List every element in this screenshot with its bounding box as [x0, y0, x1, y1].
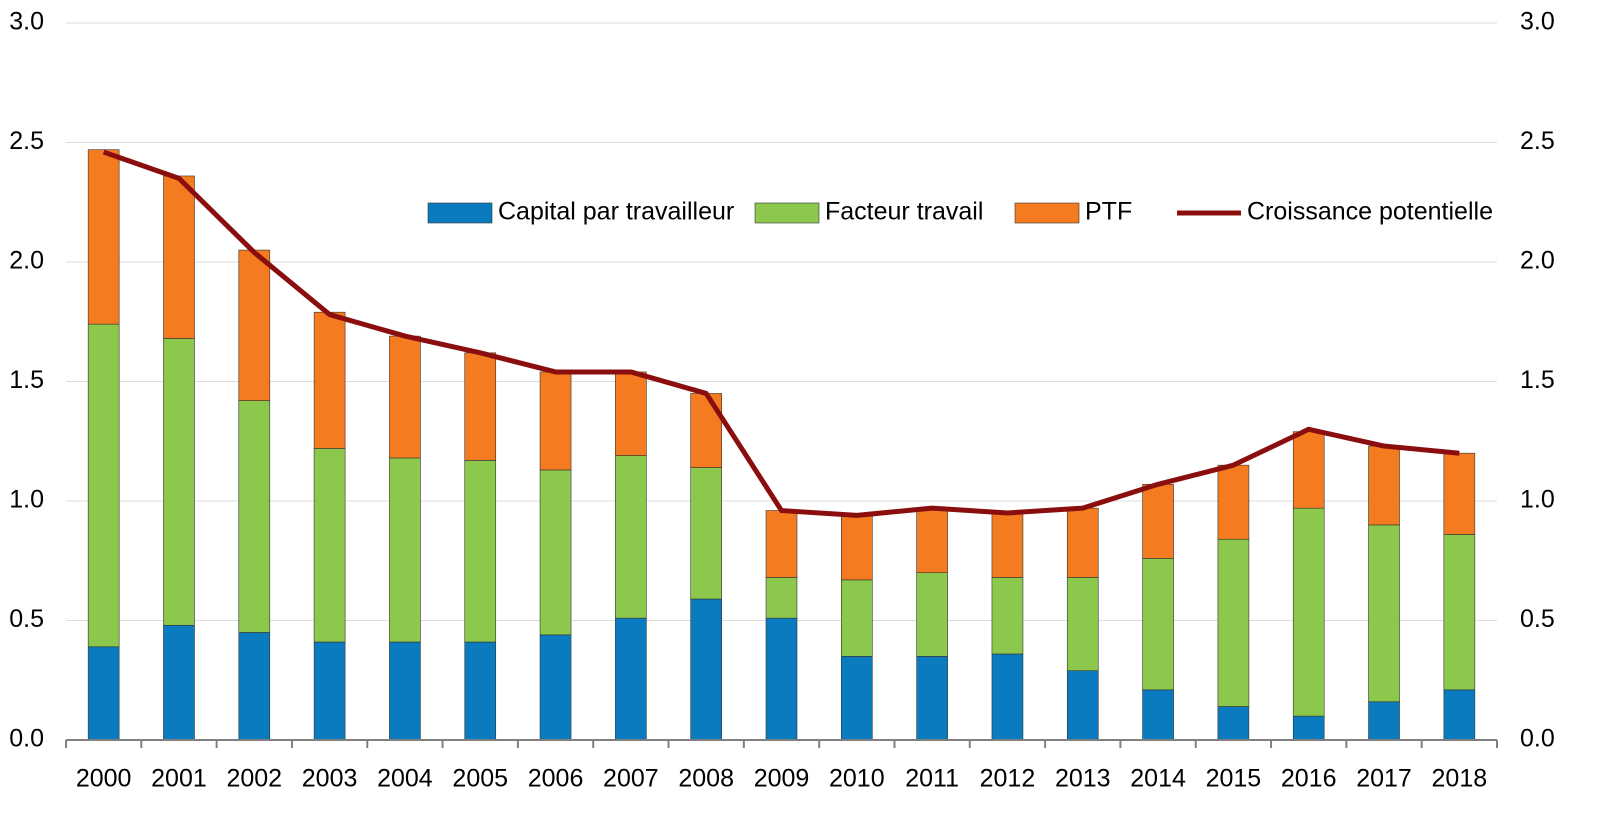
bar-segment	[1066, 577, 1099, 671]
x-tick-label: 2007	[603, 765, 659, 793]
bar-segment	[916, 572, 948, 657]
legend-label: Capital par travailleur	[498, 198, 734, 226]
bar-segment	[1368, 445, 1400, 526]
bar-segment	[1217, 464, 1250, 540]
bar-segment	[238, 400, 271, 633]
bar-segment	[238, 632, 271, 741]
bar-segment	[615, 455, 647, 619]
bar-segment	[313, 311, 346, 449]
bar-segment	[1142, 558, 1174, 691]
y-tick-label: 2.0	[9, 247, 44, 275]
bar-segment	[313, 641, 346, 741]
x-tick-label: 2006	[528, 765, 584, 793]
bar-segment	[1142, 689, 1174, 741]
bar-segment	[1368, 701, 1400, 741]
x-tick-label: 2002	[226, 765, 282, 793]
x-tick-label: 2008	[678, 765, 734, 793]
y-tick-label: 3.0	[9, 8, 44, 36]
bar-segment	[539, 371, 572, 471]
bar-segment	[464, 460, 497, 643]
y-tick-label: 0.5	[9, 605, 44, 633]
legend-swatch	[427, 202, 493, 224]
bar-segment	[916, 507, 948, 574]
bar-segment	[916, 656, 948, 741]
x-tick-label: 2010	[829, 765, 885, 793]
bar-segment	[539, 634, 572, 741]
x-tick-label: 2009	[754, 765, 810, 793]
x-tick-label: 2017	[1356, 765, 1412, 793]
bar-segment	[1292, 507, 1325, 717]
x-tick-label: 2003	[302, 765, 358, 793]
bar-segment	[765, 510, 798, 578]
bar-segment	[163, 624, 195, 741]
y-tick-label: 0.0	[9, 725, 44, 753]
bar-segment	[765, 617, 798, 741]
bar-segment	[1368, 524, 1400, 703]
y2-tick-label: 1.5	[1520, 366, 1555, 394]
bar-segment	[765, 577, 798, 619]
bar-segment	[841, 515, 873, 581]
x-tick-label: 2005	[452, 765, 508, 793]
line-series	[102, 149, 1460, 518]
bar-segment	[1142, 483, 1174, 559]
bar-segment	[163, 175, 195, 339]
x-tick-label: 2018	[1432, 765, 1488, 793]
x-tick-label: 2015	[1206, 765, 1262, 793]
bar-segment	[1443, 452, 1476, 535]
bar-segment	[313, 448, 346, 643]
bar-segment	[991, 653, 1024, 741]
x-tick-label: 2013	[1055, 765, 1111, 793]
bar-segment	[1066, 507, 1099, 578]
x-tick-label: 2014	[1130, 765, 1186, 793]
bar-segment	[389, 335, 421, 459]
bar-segment	[1066, 670, 1099, 741]
bar-segment	[87, 149, 120, 325]
bar-segment	[841, 579, 873, 657]
bar-segment	[1443, 689, 1476, 741]
bar-segment	[389, 641, 421, 741]
y-tick-label: 2.5	[9, 127, 44, 155]
y2-tick-label: 0.0	[1520, 725, 1555, 753]
bar-segment	[1217, 538, 1250, 707]
y2-tick-label: 1.0	[1520, 486, 1555, 514]
bar-segment	[690, 467, 722, 600]
legend-label: PTF	[1085, 198, 1132, 226]
x-tick-label: 2001	[151, 765, 207, 793]
bar-segment	[1443, 534, 1476, 691]
x-tick-label: 2016	[1281, 765, 1337, 793]
bar-segment	[163, 338, 195, 626]
x-tick-label: 2000	[76, 765, 132, 793]
bar-segment	[991, 577, 1024, 655]
y2-tick-label: 2.5	[1520, 127, 1555, 155]
legend-label: Croissance potentielle	[1247, 198, 1493, 226]
bar-segment	[87, 323, 120, 648]
legend-swatch	[1014, 202, 1080, 224]
y-tick-label: 1.0	[9, 486, 44, 514]
bar-segment	[464, 352, 497, 461]
bar-segment	[539, 469, 572, 636]
bar-segment	[690, 598, 722, 741]
bar-segment	[1217, 706, 1250, 741]
bar-segment	[1292, 431, 1325, 509]
bar-segment	[1292, 715, 1325, 741]
bar-segment	[238, 249, 271, 401]
y2-tick-label: 0.5	[1520, 605, 1555, 633]
bar-segment	[841, 656, 873, 741]
bar-segment	[389, 457, 421, 643]
y2-tick-label: 2.0	[1520, 247, 1555, 275]
x-tick-label: 2012	[980, 765, 1036, 793]
bar-segment	[991, 512, 1024, 578]
bar-segment	[87, 646, 120, 741]
legend-swatch	[754, 202, 820, 224]
y-tick-label: 1.5	[9, 366, 44, 394]
x-tick-label: 2004	[377, 765, 433, 793]
legend-label: Facteur travail	[825, 198, 983, 226]
y2-tick-label: 3.0	[1520, 8, 1555, 36]
bar-segment	[615, 617, 647, 741]
x-tick-label: 2011	[905, 765, 959, 793]
bar-segment	[690, 393, 722, 468]
bar-segment	[615, 371, 647, 456]
bar-segment	[464, 641, 497, 741]
